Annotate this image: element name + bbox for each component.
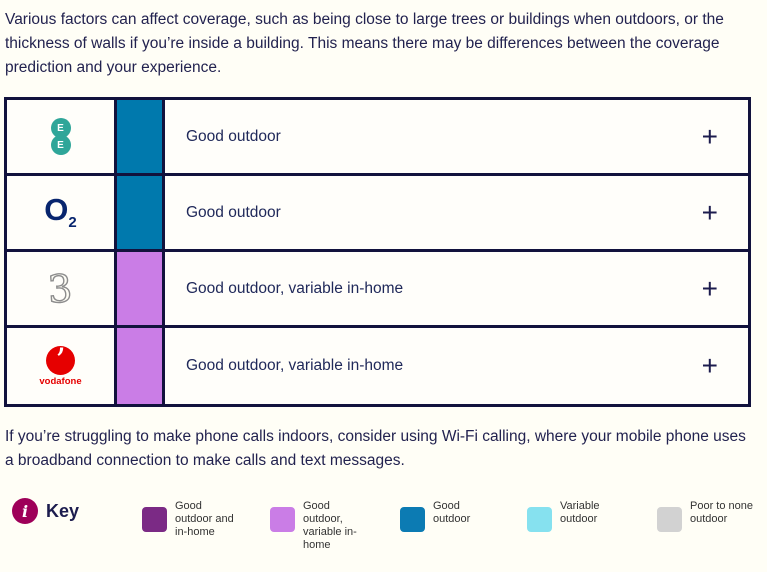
ee-logo-circle: E [50,118,71,138]
table-row-o2[interactable]: O2 Good outdoor + [7,176,748,252]
info-icon: i [12,498,38,524]
coverage-color-bar [117,176,165,249]
legend-label: Poor to none outdoor [690,500,753,525]
ee-logo-circle: E [50,135,71,155]
coverage-color-bar [117,252,165,325]
coverage-status: Good outdoor [186,203,281,221]
legend-swatch [270,507,295,532]
ee-logo: E E [7,100,117,173]
key-title: Key [46,501,80,521]
wifi-calling-paragraph: If you’re struggling to make phone calls… [5,428,746,469]
table-row-vodafone[interactable]: ’ vodafone Good outdoor, variable in-hom… [7,328,748,404]
expand-plus-icon[interactable]: + [701,120,718,152]
vodafone-speechmark-icon: ’ [45,345,75,375]
vodafone-logo: ’ vodafone [7,328,117,404]
expand-plus-icon[interactable]: + [701,196,718,228]
table-row-ee[interactable]: E E Good outdoor + [7,100,748,176]
coverage-status: Good outdoor, variable in-home [186,279,404,297]
legend-label: Good outdoor, variable in-home [303,500,357,551]
legend-swatch [400,507,425,532]
coverage-color-bar [117,328,165,404]
legend-swatch [657,507,682,532]
legend-key: i Key Good outdoor and in-home Good outd… [0,494,767,564]
legend-label: Variable outdoor [560,500,600,525]
coverage-status: Good outdoor, variable in-home [186,357,404,374]
coverage-color-bar [117,100,165,173]
o2-logo: O2 [7,176,117,249]
intro-paragraph: Various factors can affect coverage, suc… [5,11,724,76]
table-row-three[interactable]: 3 Good outdoor, variable in-home + [7,252,748,328]
expand-plus-icon[interactable]: + [701,272,718,304]
legend-label: Good outdoor and in-home [175,500,234,538]
three-logo: 3 [7,252,117,325]
expand-plus-icon[interactable]: + [701,350,718,381]
legend-swatch [527,507,552,532]
legend-label: Good outdoor [433,500,471,525]
coverage-table: E E Good outdoor + O2 Good outdoor + 3 G… [4,97,751,407]
coverage-status: Good outdoor [186,127,281,145]
legend-swatch [142,507,167,532]
